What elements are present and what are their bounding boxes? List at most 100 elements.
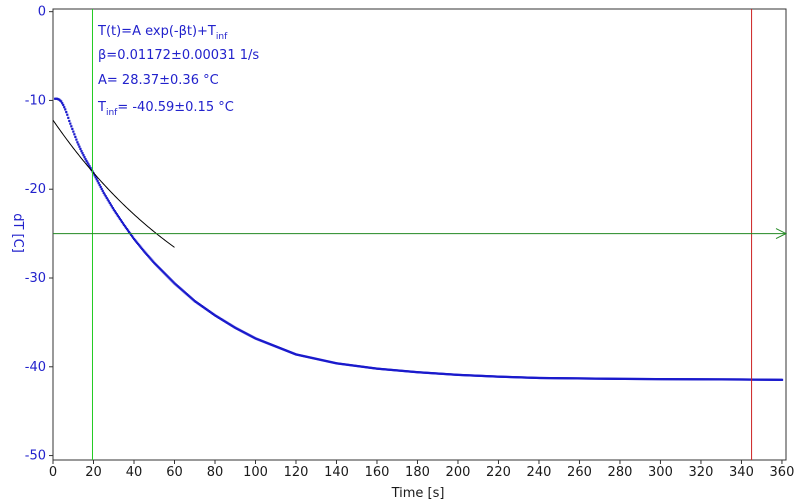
- data-point: [97, 182, 100, 185]
- data-point: [137, 242, 140, 246]
- annotation-tinf: Tinf= -40.59±0.15 °C: [97, 100, 234, 118]
- data-point: [119, 219, 123, 222]
- data-point: [109, 203, 112, 206]
- data-point: [117, 216, 121, 219]
- data-point: [143, 250, 146, 253]
- data-point: [152, 260, 155, 263]
- data-point: [69, 122, 72, 125]
- annotation-amplitude: A= 28.37±0.36 °C: [98, 73, 219, 88]
- data-point: [112, 208, 115, 211]
- data-point: [63, 106, 66, 109]
- data-point: [130, 235, 134, 238]
- data-point: [780, 378, 784, 381]
- threshold-arrow-icon: [775, 228, 788, 240]
- x-tick-label: 100: [243, 465, 268, 480]
- data-point: [102, 191, 105, 194]
- data-point: [77, 143, 80, 146]
- data-point: [144, 251, 147, 254]
- data-point: [120, 220, 124, 223]
- data-point: [67, 116, 70, 119]
- data-point: [65, 110, 68, 114]
- data-point: [100, 187, 103, 191]
- x-tick-label: 0: [49, 465, 57, 480]
- data-point: [132, 237, 136, 241]
- data-point: [125, 227, 129, 231]
- y-tick-label: -40: [25, 360, 46, 375]
- y-tick-label: -10: [25, 93, 46, 108]
- x-tick-label: 40: [126, 465, 143, 480]
- data-point: [75, 138, 78, 141]
- x-tick-label: 140: [324, 465, 349, 480]
- data-point: [126, 229, 130, 232]
- x-tick-label: 220: [486, 465, 511, 480]
- fit-annotation: T(t)=A exp(-βt)+Tinf β=0.01172±0.00031 1…: [97, 24, 259, 118]
- annotation-beta: β=0.01172±0.00031 1/s: [98, 48, 259, 63]
- y-tick-label: -30: [25, 271, 46, 286]
- data-point: [80, 150, 83, 153]
- data-point: [81, 152, 84, 155]
- data-point: [62, 103, 65, 107]
- x-tick-label: 120: [284, 465, 309, 480]
- data-point: [150, 258, 153, 261]
- data-marks: [52, 97, 784, 381]
- x-tick-label: 160: [365, 465, 390, 480]
- data-point: [95, 178, 98, 181]
- data-point: [88, 165, 91, 168]
- data-point: [135, 240, 138, 243]
- data-point: [68, 119, 71, 123]
- x-axis-title: Time [s]: [391, 486, 445, 501]
- y-axis-title: dT [C]: [10, 213, 25, 253]
- x-tick-label: 20: [85, 465, 102, 480]
- data-point: [148, 256, 151, 259]
- data-point: [89, 166, 92, 170]
- data-point: [103, 193, 106, 196]
- plot-frame: [52, 8, 787, 461]
- x-tick-label: 200: [446, 465, 471, 480]
- data-point: [106, 198, 109, 201]
- x-tick-label: 260: [567, 465, 592, 480]
- data-point: [98, 183, 101, 187]
- data-point: [142, 249, 145, 252]
- data-point: [72, 130, 75, 133]
- marker-lines: [53, 9, 788, 460]
- data-point: [127, 230, 131, 234]
- x-tick-label: 280: [608, 465, 633, 480]
- data-point: [113, 210, 116, 213]
- fit-curve: [52, 119, 175, 248]
- data-point: [118, 217, 122, 220]
- data-point: [134, 239, 137, 242]
- data-point: [85, 159, 88, 163]
- data-point: [79, 147, 82, 151]
- data-point: [93, 174, 96, 177]
- data-point: [105, 196, 108, 200]
- x-tick-label: 320: [689, 465, 714, 480]
- data-point: [136, 241, 139, 244]
- data-point: [121, 222, 125, 225]
- data-point: [101, 189, 104, 193]
- data-point: [73, 133, 76, 136]
- x-tick-label: 180: [405, 465, 430, 480]
- x-tick-label: 80: [207, 465, 224, 480]
- data-point: [107, 200, 110, 203]
- data-point: [87, 163, 90, 166]
- data-point: [115, 213, 118, 216]
- data-point: [71, 127, 74, 131]
- x-tick-label: 340: [729, 465, 754, 480]
- data-point: [83, 156, 86, 159]
- data-point: [139, 245, 142, 248]
- data-point: [108, 201, 111, 205]
- data-point: [110, 205, 113, 208]
- data-point: [149, 257, 152, 260]
- data-point: [82, 154, 85, 157]
- y-tick-label: -50: [25, 449, 46, 464]
- data-point: [123, 225, 127, 228]
- y-axis-ticks: 0 -10 -20 -30 -40 -50: [25, 5, 53, 464]
- data-point: [61, 102, 64, 105]
- data-point: [116, 214, 119, 217]
- data-point: [99, 185, 102, 189]
- data-point: [122, 223, 126, 226]
- x-tick-label: 360: [770, 465, 795, 480]
- data-point: [145, 252, 148, 255]
